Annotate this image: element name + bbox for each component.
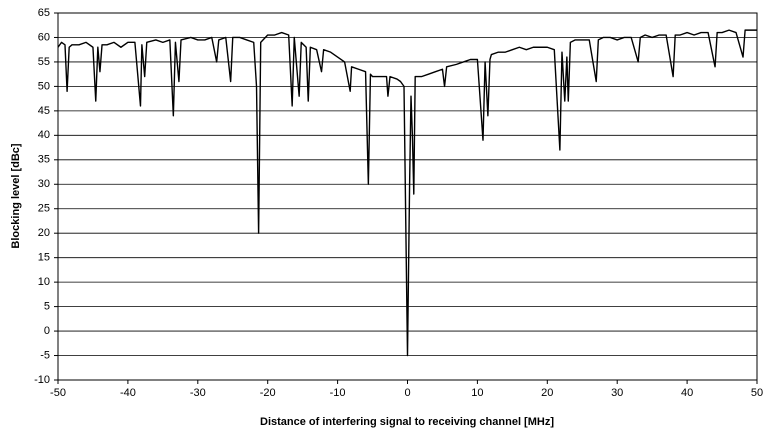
x-tick-label: 30: [611, 387, 623, 399]
x-tick-label: -30: [190, 387, 206, 399]
x-tick-label: -10: [330, 387, 346, 399]
x-axis-label: Distance of interfering signal to receiv…: [260, 416, 554, 428]
x-tick-label: -40: [120, 387, 136, 399]
x-tick-label: 50: [751, 387, 763, 399]
data-line: [57, 29, 757, 357]
y-axis-label: Blocking level [dBc]: [10, 143, 22, 248]
y-tick-label: 35: [38, 154, 50, 166]
y-tick-label: 5: [44, 301, 50, 313]
x-tick-label: 40: [681, 387, 693, 399]
y-tick-label: 60: [38, 31, 50, 43]
y-tick-label: 45: [38, 105, 50, 117]
y-tick-label: 10: [38, 276, 50, 288]
x-tick-label: 20: [541, 387, 553, 399]
y-tick-label: 40: [38, 129, 50, 141]
y-tick-label: -5: [40, 349, 50, 361]
y-tick-label: 55: [38, 56, 50, 68]
y-tick-label: 0: [44, 325, 50, 337]
y-tick-label: -10: [34, 374, 50, 386]
y-tick-label: 25: [38, 203, 50, 215]
y-tick-label: 50: [38, 80, 50, 92]
x-tick-label: 10: [471, 387, 483, 399]
plot-frame: [57, 12, 758, 381]
y-tick-label: 20: [38, 227, 50, 239]
x-tick-label: -20: [260, 387, 276, 399]
x-tick-label: 0: [404, 387, 410, 399]
y-tick-label: 30: [38, 178, 50, 190]
y-tick-label: 65: [38, 7, 50, 19]
x-tick-label: -50: [50, 387, 66, 399]
y-tick-label: 15: [38, 252, 50, 264]
